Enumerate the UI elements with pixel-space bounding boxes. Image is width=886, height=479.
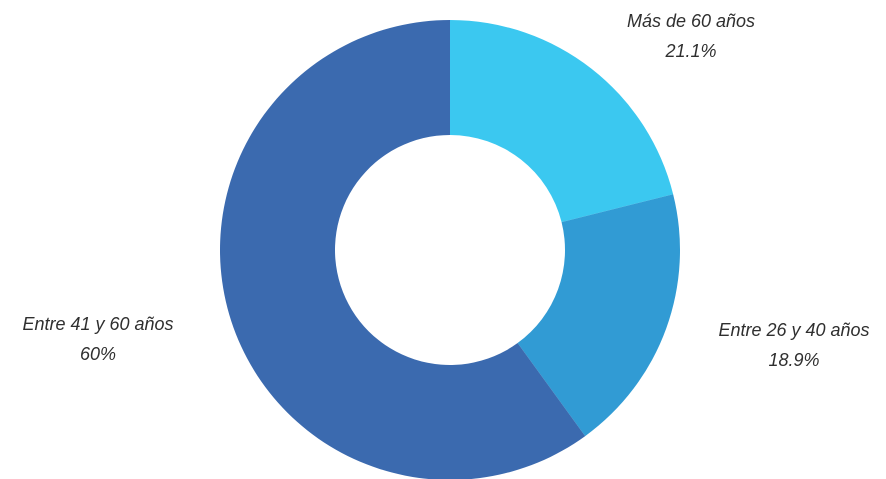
labels-layer: Más de 60 años 21.1% Entre 26 y 40 años … [22,11,869,370]
slice-value-entre-41-y-60: 60% [80,344,116,364]
slice-mas-de-60 [450,20,674,223]
slice-value-mas-de-60: 21.1% [664,41,716,61]
slice-entre-26-y-40 [517,194,680,437]
slice-entre-41-y-60 [220,20,586,479]
slices-layer [220,20,680,479]
slice-label-mas-de-60: Más de 60 años [627,11,755,31]
slice-value-entre-26-y-40: 18.9% [768,350,819,370]
slice-label-entre-41-y-60: Entre 41 y 60 años [22,314,173,334]
slice-label-entre-26-y-40: Entre 26 y 40 años [718,320,869,340]
